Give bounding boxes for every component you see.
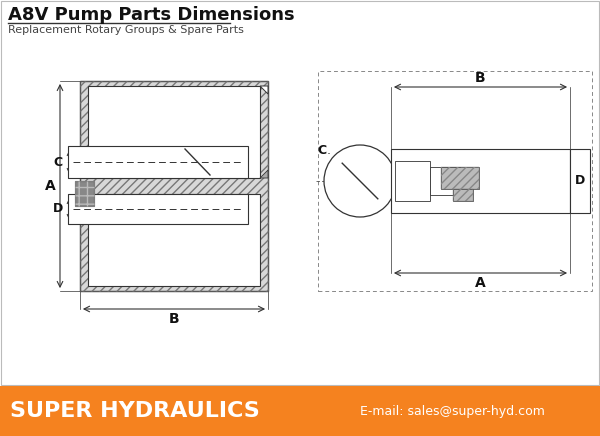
Text: C: C [53, 156, 62, 168]
Text: E-mail: sales@super-hyd.com: E-mail: sales@super-hyd.com [360, 405, 545, 418]
Circle shape [324, 145, 396, 217]
Bar [1, 1, 599, 385]
Text: Replacement Rotary Groups & Spare Parts: Replacement Rotary Groups & Spare Parts [8, 25, 244, 35]
Text: A: A [475, 276, 486, 290]
Text: C: C [317, 144, 326, 157]
Bar [395, 161, 430, 201]
Bar [391, 149, 570, 213]
Bar [570, 149, 590, 213]
Bar [88, 194, 260, 286]
Text: B: B [169, 312, 179, 326]
Text: A: A [44, 179, 55, 193]
Polygon shape [260, 170, 268, 178]
Text: B: B [475, 71, 486, 85]
Bar [0, 386, 600, 436]
Bar [88, 86, 260, 178]
Bar [68, 194, 248, 224]
Bar [459, 173, 473, 189]
Bar [453, 189, 473, 201]
Bar [318, 71, 592, 291]
Bar [441, 167, 479, 189]
Polygon shape [260, 86, 268, 94]
Text: A8V Pump Parts Dimensions: A8V Pump Parts Dimensions [8, 6, 295, 24]
Bar [75, 181, 94, 206]
Bar [80, 81, 268, 291]
Bar [441, 167, 479, 189]
Bar [453, 189, 473, 201]
Bar [430, 167, 460, 195]
Text: SUPER HYDRAULICS: SUPER HYDRAULICS [10, 401, 260, 421]
Bar [68, 146, 248, 178]
Text: D: D [53, 202, 63, 215]
Bar [75, 181, 94, 206]
Text: D: D [575, 174, 585, 187]
Bar [80, 81, 268, 291]
